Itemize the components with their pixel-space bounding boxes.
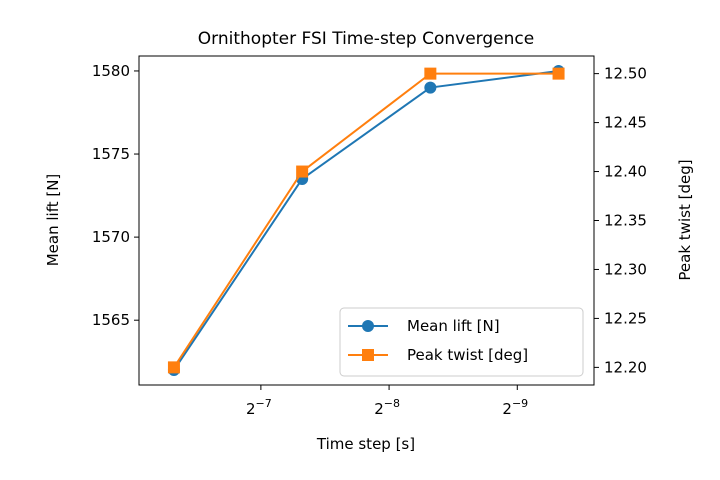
series-line: [173, 72, 559, 368]
series-point: [424, 67, 437, 80]
x-tick-label: 2−7: [246, 397, 272, 418]
plot-area: 2−7 2−8 2−9 1565 1570 1575 1580 12.20 12.25 12.30…: [92, 62, 647, 418]
legend-label: Peak twist [deg]: [407, 346, 528, 364]
x-axis-label: Time step [s]: [316, 435, 415, 453]
legend: Mean lift [N] Peak twist [deg]: [339, 307, 584, 377]
y-right-tick-label: 12.35: [604, 212, 647, 230]
legend-label: Mean lift [N]: [407, 317, 500, 335]
series-point: [167, 361, 180, 374]
chart-title: Ornithopter FSI Time-step Convergence: [198, 29, 534, 49]
y-left-tick-label: 1570: [92, 228, 130, 246]
y-right-tick-label: 12.45: [604, 114, 647, 132]
y-axis-left-label: Mean lift [N]: [44, 174, 62, 267]
x-tick-label: 2−9: [502, 397, 528, 418]
y-right-tick-label: 12.20: [604, 358, 647, 376]
series-point: [424, 81, 437, 94]
series-line: [173, 69, 559, 371]
y-right-tick-label: 12.50: [604, 65, 647, 83]
y-left-tick-label: 1565: [92, 311, 130, 329]
y-right-tick-label: 12.30: [604, 260, 647, 278]
legend-marker: [362, 320, 374, 332]
x-tick-label: 2−8: [374, 397, 400, 418]
y-left-tick-label: 1580: [92, 62, 130, 80]
y-right-tick-label: 12.40: [604, 163, 647, 181]
legend-marker: [362, 349, 374, 361]
y-axis-right-label: Peak twist [deg]: [676, 159, 694, 280]
y-left-tick-label: 1575: [92, 145, 130, 163]
legend-box: [339, 307, 584, 377]
plot-frame: [138, 55, 595, 386]
series-point: [296, 165, 309, 178]
series-point: [552, 67, 565, 80]
y-right-tick-label: 12.25: [604, 309, 647, 327]
